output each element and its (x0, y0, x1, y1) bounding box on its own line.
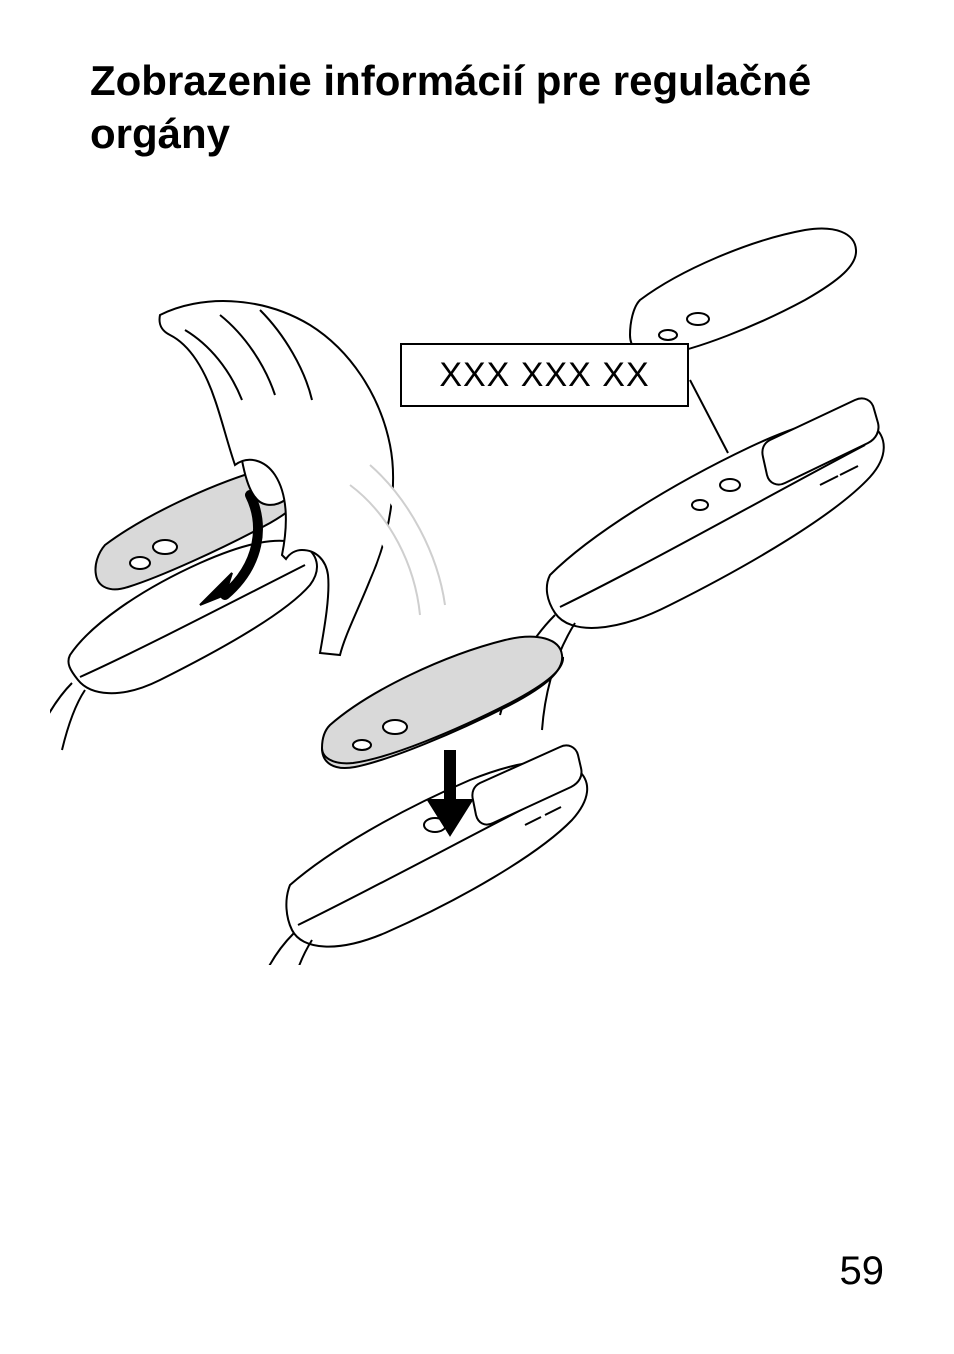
device-body-1 (50, 541, 317, 750)
device-body-2 (500, 398, 884, 730)
regulatory-label-text: XXX XXX XX (439, 356, 649, 395)
step3-replace-cover (252, 637, 587, 965)
instruction-figure (50, 185, 904, 965)
device-body-3 (252, 745, 587, 965)
page-number: 59 (840, 1249, 885, 1294)
regulatory-label-callout: XXX XXX XX (400, 343, 689, 407)
cover-plate-3 (322, 637, 563, 768)
page: Zobrazenie informácií pre regulačné orgá… (0, 0, 954, 1354)
illustration-svg (50, 185, 904, 965)
step1-hand-remove-cover (50, 301, 445, 750)
cover-plate-2 (630, 229, 856, 356)
page-heading: Zobrazenie informácií pre regulačné orgá… (90, 55, 870, 160)
